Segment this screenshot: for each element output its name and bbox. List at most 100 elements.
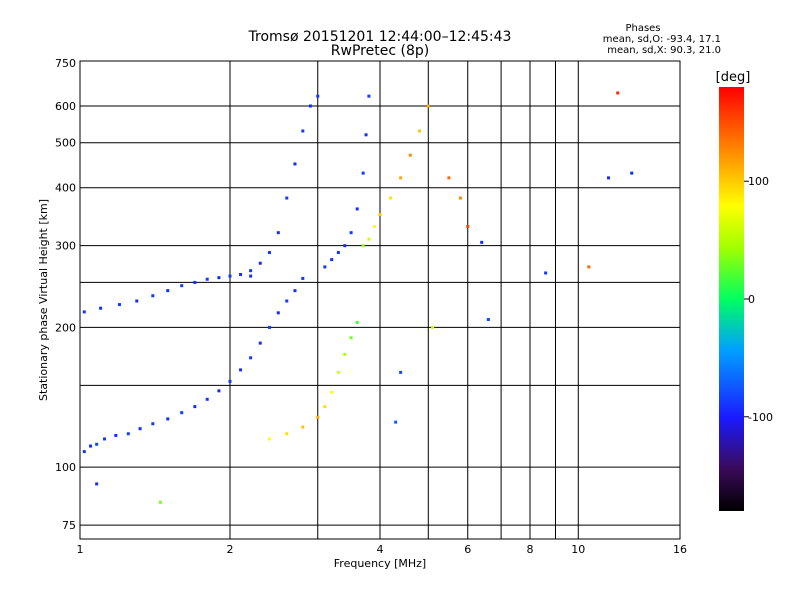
data-point — [276, 311, 280, 315]
data-point — [258, 261, 262, 265]
data-point — [480, 240, 484, 244]
data-point — [180, 284, 184, 288]
chart-title: Tromsø 20151201 12:44:00–12:45:43 — [248, 29, 512, 45]
data-point — [343, 352, 347, 356]
data-point — [95, 442, 99, 446]
data-point — [316, 94, 320, 98]
data-point — [349, 231, 353, 235]
colorbar-tick-label: 100 — [748, 175, 769, 188]
data-point — [267, 251, 271, 255]
data-point — [193, 280, 197, 284]
y-tick-label: 600 — [55, 100, 76, 113]
colorbar-tick-label: -100 — [748, 411, 773, 424]
data-point — [367, 94, 371, 98]
data-point — [285, 299, 289, 303]
data-point — [301, 425, 305, 429]
data-point — [180, 411, 184, 415]
data-point — [293, 162, 297, 166]
data-point — [151, 294, 155, 298]
data-point — [630, 171, 634, 175]
data-point — [267, 325, 271, 329]
x-tick-label: 1 — [77, 543, 84, 556]
data-point — [285, 432, 289, 436]
data-point — [135, 299, 139, 303]
data-point — [82, 310, 86, 314]
data-point — [249, 274, 253, 278]
data-point — [301, 276, 305, 280]
colorbar-tick-label: 0 — [748, 293, 755, 306]
data-point — [114, 433, 118, 437]
data-point — [399, 176, 403, 180]
data-point — [228, 274, 232, 278]
colorbar — [719, 87, 744, 511]
chart-subtitle: RwPretec (8p) — [331, 43, 429, 59]
data-point — [151, 422, 155, 426]
data-point — [103, 437, 107, 441]
data-point — [95, 482, 99, 486]
data-point — [99, 306, 103, 310]
data-point — [193, 405, 197, 409]
colorbar-ticks: 100 0 -100 — [744, 175, 773, 424]
data-point — [349, 336, 353, 340]
data-point — [249, 356, 253, 360]
y-tick-label: 300 — [55, 240, 76, 253]
data-point — [308, 104, 312, 108]
x-tick-label: 10 — [571, 543, 585, 556]
plot-frame — [79, 60, 681, 540]
data-point — [587, 265, 591, 269]
data-point — [607, 176, 611, 180]
data-point — [239, 368, 243, 372]
x-tick-label: 4 — [377, 543, 384, 556]
y-tick-label: 75 — [62, 519, 76, 532]
data-point — [323, 405, 327, 409]
data-point — [330, 390, 334, 394]
data-point — [249, 269, 253, 273]
data-point — [616, 91, 620, 95]
data-point — [378, 213, 382, 217]
data-point — [343, 244, 347, 248]
y-tick-label: 200 — [55, 321, 76, 334]
y-tick-label: 500 — [55, 137, 76, 150]
data-point — [205, 397, 209, 401]
data-point — [364, 133, 368, 137]
x-axis-ticks: 1 2 4 6 8 10 16 — [77, 543, 688, 556]
data-point — [166, 289, 170, 293]
x-tick-label: 8 — [527, 543, 534, 556]
data-point — [217, 276, 221, 280]
data-point — [361, 244, 365, 248]
x-tick-label: 2 — [227, 543, 234, 556]
data-point — [323, 265, 327, 269]
data-point — [217, 389, 221, 393]
data-point — [239, 273, 243, 277]
data-point — [205, 277, 209, 281]
stats-x-mode: mean, sd,X: 90.3, 21.0 — [607, 45, 721, 56]
data-point — [82, 450, 86, 454]
y-tick-label: 400 — [55, 182, 76, 195]
data-point — [336, 370, 340, 374]
data-point — [258, 341, 262, 345]
y-tick-label: 100 — [55, 461, 76, 474]
data-point — [361, 171, 365, 175]
data-point — [276, 231, 280, 235]
grid-lines — [80, 61, 680, 539]
colorbar-label: [deg] — [716, 70, 751, 85]
stats-heading: Phases — [625, 23, 660, 34]
x-tick-label: 6 — [464, 543, 471, 556]
data-point — [158, 500, 162, 504]
data-point — [89, 444, 93, 448]
data-point — [544, 271, 548, 275]
data-point — [126, 432, 130, 436]
y-tick-label: 750 — [55, 57, 76, 70]
y-axis-label: Stationary phase Virtual Height [km] — [37, 199, 50, 401]
data-point — [373, 224, 377, 228]
data-point — [117, 303, 121, 307]
x-tick-label: 16 — [673, 543, 687, 556]
x-axis-label: Frequency [MHz] — [334, 557, 426, 570]
data-point — [336, 251, 340, 255]
data-point — [267, 437, 271, 441]
data-point — [228, 379, 232, 383]
data-point — [316, 415, 320, 419]
data-point — [426, 104, 430, 108]
data-point — [417, 129, 421, 133]
